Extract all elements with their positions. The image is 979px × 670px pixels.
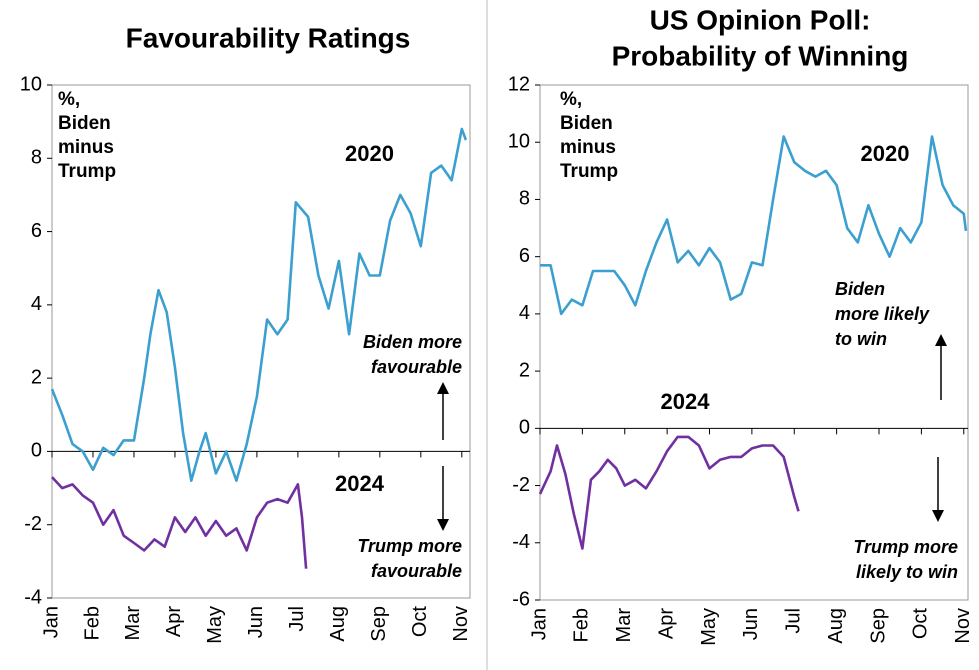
down-note: likely to win <box>856 562 958 582</box>
down-note: Trump more <box>853 537 958 557</box>
y-tick-label: -6 <box>512 588 530 610</box>
series-label: 2020 <box>345 141 394 166</box>
y-tick-label: 6 <box>519 245 530 267</box>
x-tick-label: Oct <box>910 608 932 640</box>
x-tick-label: Nov <box>450 606 472 642</box>
x-tick-label: Feb <box>81 606 103 640</box>
x-tick-label: Nov <box>952 608 974 644</box>
y-tick-label: 0 <box>31 440 42 462</box>
y-tick-label: 4 <box>31 293 42 315</box>
y-tick-label: -2 <box>24 513 42 535</box>
x-tick-label: Jun <box>245 606 267 638</box>
units-note: Biden <box>58 113 111 134</box>
units-note: minus <box>560 137 616 158</box>
chart-title: Favourability Ratings <box>126 22 411 53</box>
x-tick-label: Jul <box>286 606 308 632</box>
series-line <box>51 476 308 569</box>
units-note: Trump <box>58 161 116 182</box>
x-tick-label: Jan <box>528 608 550 640</box>
x-tick-label: Aug <box>825 608 847 644</box>
x-tick-label: Apr <box>163 606 185 637</box>
chart-title: US Opinion Poll: <box>650 4 871 35</box>
up-note: favourable <box>371 357 462 377</box>
x-tick-label: Mar <box>122 606 144 641</box>
chart-title: Probability of Winning <box>612 40 909 71</box>
x-tick-label: Aug <box>327 606 349 642</box>
y-tick-label: 4 <box>519 302 530 324</box>
y-tick-label: 2 <box>519 359 530 381</box>
up-note: more likely <box>835 304 930 324</box>
series-label: 2024 <box>335 471 385 496</box>
x-tick-label: Feb <box>571 608 593 642</box>
plot-frame <box>51 84 471 599</box>
down-note: Trump more <box>357 536 462 556</box>
series-label: 2024 <box>661 389 711 414</box>
units-note: Trump <box>560 161 618 182</box>
x-tick-label: Sep <box>867 608 889 644</box>
y-tick-label: 10 <box>20 73 42 95</box>
up-note: to win <box>835 329 887 349</box>
x-tick-label: May <box>204 606 226 644</box>
up-note: Biden more <box>363 332 462 352</box>
y-tick-label: 6 <box>31 220 42 242</box>
series-label: 2020 <box>861 141 910 166</box>
plot-frame <box>539 84 969 601</box>
units-note: minus <box>58 137 114 158</box>
y-tick-label: -2 <box>512 474 530 496</box>
x-tick-label: Jun <box>740 608 762 640</box>
y-tick-label: 8 <box>31 147 42 169</box>
x-tick-label: Apr <box>655 608 677 639</box>
y-tick-label: 8 <box>519 188 530 210</box>
up-note: Biden <box>835 279 885 299</box>
units-note: %, <box>560 89 582 110</box>
x-tick-label: Mar <box>613 608 635 643</box>
y-tick-label: 10 <box>508 131 530 153</box>
x-tick-label: Jan <box>40 606 62 638</box>
x-tick-label: Jul <box>783 608 805 634</box>
x-tick-label: May <box>698 608 720 646</box>
series-line <box>50 127 468 482</box>
x-tick-label: Sep <box>368 606 390 642</box>
units-note: %, <box>58 89 80 110</box>
series-line <box>540 135 968 316</box>
y-tick-label: 2 <box>31 366 42 388</box>
series-line <box>538 435 800 550</box>
units-note: Biden <box>560 113 613 134</box>
y-tick-label: 12 <box>508 73 530 95</box>
down-note: favourable <box>371 561 462 581</box>
y-tick-label: -4 <box>24 586 42 608</box>
x-tick-label: Oct <box>409 606 431 638</box>
y-tick-label: 0 <box>519 417 530 439</box>
y-tick-label: -4 <box>512 531 530 553</box>
